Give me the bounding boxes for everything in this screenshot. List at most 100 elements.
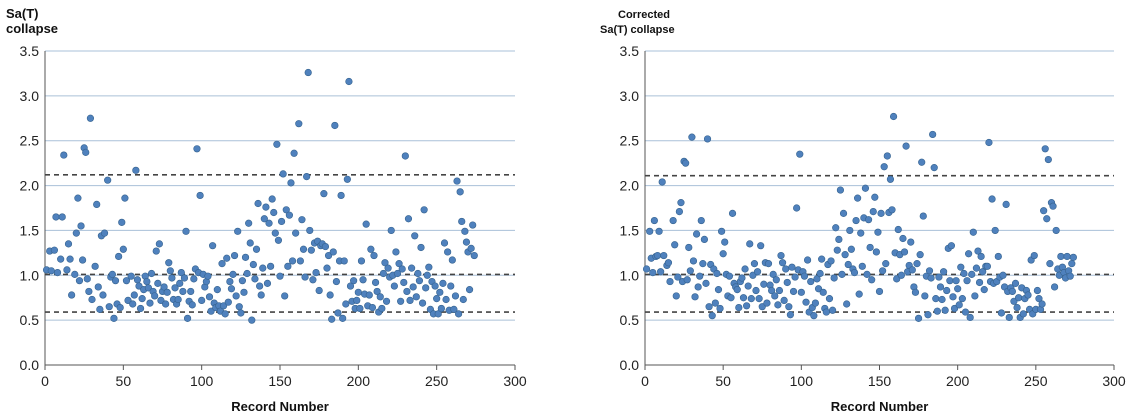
data-point (925, 267, 934, 275)
x-tick-label: 300 (503, 373, 527, 389)
data-point (830, 274, 838, 282)
data-point (223, 254, 231, 262)
data-point (974, 247, 982, 255)
data-point (735, 303, 743, 312)
data-point (437, 304, 445, 313)
data-point (752, 286, 760, 295)
data-point (793, 204, 801, 212)
data-point (209, 242, 217, 250)
data-point (868, 276, 876, 284)
data-point (93, 200, 101, 209)
data-point (886, 175, 895, 183)
data-point (332, 277, 341, 286)
data-point (763, 299, 771, 307)
data-point (985, 138, 993, 147)
data-point (952, 277, 960, 285)
y-axis-title-line: Sa(T) collapse (600, 24, 675, 36)
data-point (827, 257, 835, 265)
data-point (411, 232, 419, 240)
data-point (671, 241, 679, 249)
data-point (933, 307, 941, 315)
data-point (334, 309, 342, 317)
data-point (320, 190, 328, 198)
data-point (221, 310, 229, 318)
data-point (50, 246, 59, 254)
data-point (1010, 297, 1018, 305)
data-point (750, 260, 759, 268)
data-point (111, 277, 120, 285)
data-point (783, 278, 791, 287)
data-point (800, 272, 809, 280)
data-point (162, 300, 170, 308)
data-point (86, 114, 95, 122)
data-point (243, 269, 251, 278)
data-point (788, 263, 796, 271)
data-point (447, 282, 455, 290)
data-point (864, 216, 873, 224)
data-point (451, 292, 460, 300)
data-point (301, 273, 309, 281)
x-tick-label: 50 (715, 373, 731, 389)
data-point (963, 277, 971, 285)
data-point (844, 260, 852, 269)
data-point (961, 308, 970, 316)
data-point (257, 291, 265, 299)
data-point (124, 296, 132, 305)
data-point (108, 270, 116, 278)
data-point (77, 222, 85, 230)
data-point (182, 227, 190, 235)
data-point (458, 217, 466, 226)
data-point (227, 285, 236, 293)
data-point (295, 120, 303, 128)
data-point (697, 216, 705, 225)
data-point (836, 186, 845, 194)
data-point (230, 251, 239, 260)
data-point (270, 208, 278, 217)
data-point (306, 226, 314, 235)
data-point (378, 304, 386, 313)
data-point (53, 268, 62, 277)
data-point (251, 275, 259, 283)
data-point (379, 269, 388, 278)
data-point (384, 264, 392, 272)
data-point (121, 194, 129, 202)
data-point (650, 216, 658, 225)
data-point (165, 259, 173, 267)
data-point (329, 248, 337, 256)
data-point (875, 287, 884, 296)
data-point (119, 245, 127, 253)
x-axis-title: Record Number (231, 399, 329, 414)
data-point (136, 304, 145, 313)
data-point (669, 216, 677, 225)
data-point (160, 283, 168, 291)
y-tick-label: 2.5 (20, 133, 40, 149)
data-point (764, 260, 773, 268)
data-point (444, 248, 452, 256)
data-point (284, 262, 292, 270)
data-point (747, 295, 755, 303)
data-point (431, 282, 439, 290)
data-point (288, 257, 297, 265)
data-point (400, 278, 408, 287)
data-point (85, 287, 93, 296)
data-point (240, 288, 248, 296)
x-tick-label: 150 (868, 373, 892, 389)
data-point (802, 298, 810, 306)
data-point (991, 226, 999, 235)
x-tick-label: 200 (946, 373, 970, 389)
data-point (304, 68, 312, 77)
data-point (696, 272, 704, 280)
data-point (746, 240, 754, 248)
data-point (315, 286, 323, 295)
data-point (326, 291, 334, 299)
y-tick-label: 1.5 (20, 222, 40, 238)
data-point (157, 296, 165, 305)
data-point (771, 292, 779, 300)
data-point (205, 293, 214, 301)
data-point (954, 285, 962, 293)
x-tick-label: 250 (425, 373, 449, 389)
x-tick-label: 100 (790, 373, 814, 389)
data-point (919, 212, 927, 220)
data-point (425, 263, 433, 271)
data-point (714, 286, 723, 294)
